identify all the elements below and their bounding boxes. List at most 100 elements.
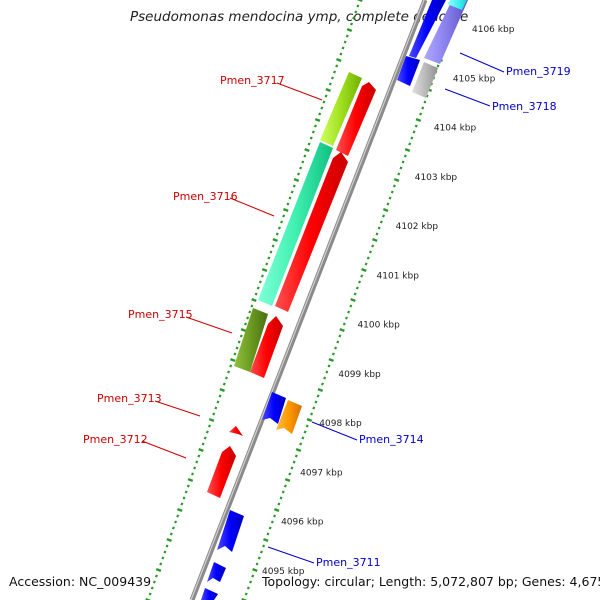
inner-tick	[388, 196, 392, 200]
inner-tick	[295, 447, 302, 453]
scale-label: 4103 kbp	[415, 173, 458, 183]
inner-tick	[259, 550, 263, 554]
cog-bar-pmen-3717	[320, 72, 362, 146]
inner-tick	[277, 502, 281, 506]
inner-tick	[321, 382, 324, 386]
outer-tick	[233, 352, 237, 356]
inner-tick	[323, 376, 327, 380]
gene-label-pmen-3717: Pmen_3717	[220, 74, 285, 87]
leader-pmen-3711	[267, 546, 315, 564]
outer-tick	[208, 417, 215, 423]
inner-tick	[288, 472, 292, 476]
gene-arrow-pmen-3717	[336, 82, 376, 156]
outer-tick	[272, 237, 278, 243]
gene-arrow-pmen-3716	[275, 152, 348, 312]
inner-tick	[366, 256, 370, 260]
cog-bar-pmen-3716	[258, 142, 333, 306]
inner-tick	[251, 574, 255, 578]
outer-tick	[222, 382, 226, 386]
inner-tick	[355, 286, 359, 290]
outer-tick	[145, 597, 151, 600]
outer-tick	[244, 322, 247, 326]
outer-tick	[314, 124, 317, 128]
inner-tick	[328, 357, 334, 363]
outer-tick-ring	[145, 0, 363, 600]
gene-arrow-pmen-3719	[409, 0, 446, 58]
inner-tick	[382, 214, 385, 218]
outer-tick	[322, 100, 326, 104]
gene-label-pmen-3715: Pmen_3715	[128, 308, 193, 321]
outer-tick	[180, 502, 184, 506]
outer-tick	[219, 387, 225, 393]
scale-label: 4106 kbp	[472, 25, 515, 35]
topology-text: Topology: circular; Length: 5,072,807 bp…	[262, 574, 600, 589]
leader-pmen-3719	[459, 52, 505, 73]
inner-tick	[292, 460, 296, 464]
inner-tick	[301, 436, 305, 440]
outer-tick	[171, 526, 175, 530]
inner-tick	[368, 250, 372, 254]
inner-tick	[244, 592, 248, 596]
outer-tick	[166, 537, 172, 543]
inner-tick	[414, 124, 418, 128]
outer-tick	[261, 267, 268, 273]
outer-tick	[235, 346, 239, 350]
gene-arrow-pmen-3709	[201, 588, 218, 600]
outer-tick	[176, 514, 180, 518]
leader-pmen-3718	[444, 88, 491, 107]
outer-tick	[161, 556, 165, 560]
inner-tick	[347, 310, 351, 314]
outer-tick	[330, 76, 334, 80]
inner-tick	[375, 232, 379, 236]
inner-tick	[273, 514, 276, 518]
inner-tick	[246, 586, 250, 590]
forward-gene-labels: Pmen_3719 Pmen_3718 Pmen_3714 Pmen_3711	[316, 65, 571, 569]
outer-tick	[267, 256, 271, 260]
outer-tick	[148, 592, 152, 596]
inner-tick	[386, 202, 390, 206]
outer-tick	[261, 274, 264, 278]
outer-tick	[191, 472, 194, 476]
outer-tick	[352, 16, 356, 20]
inner-tick	[262, 544, 266, 548]
inner-tick	[252, 567, 258, 573]
outer-tick	[339, 52, 343, 56]
scale-labels: 4106 kbp 4105 kbp 4104 kbp 4103 kbp 4102 kbp…	[262, 25, 515, 577]
outer-tick	[150, 586, 154, 590]
scale-label: 4104 kbp	[434, 124, 477, 134]
outer-tick	[155, 574, 158, 578]
inner-tick	[299, 442, 303, 446]
outer-tick	[208, 424, 211, 428]
scale-label: 4097 kbp	[300, 468, 343, 478]
outer-tick	[205, 430, 209, 434]
scale-label: 4098 kbp	[319, 419, 362, 429]
gene-arrow-pmen-3719-b	[397, 56, 420, 86]
cog-bar-pmen-3719	[424, 0, 468, 64]
inner-tick	[371, 244, 375, 248]
outer-tick	[299, 166, 303, 170]
outer-tick	[280, 220, 284, 224]
outer-tick	[248, 310, 252, 314]
gene-label-pmen-3711: Pmen_3711	[316, 556, 381, 569]
inner-tick	[336, 340, 340, 344]
inner-tick	[360, 274, 364, 278]
inner-tick	[403, 154, 407, 158]
outer-tick	[212, 412, 216, 416]
inner-tick	[404, 147, 411, 153]
outer-tick	[297, 172, 300, 176]
outer-tick	[250, 304, 254, 308]
outer-tick	[197, 454, 201, 458]
gene-arrow-pmen-3712	[207, 446, 236, 498]
gene-arrow-pmen-3711	[217, 510, 244, 552]
outer-tick	[159, 562, 163, 566]
outer-tick	[237, 340, 241, 344]
inner-tick	[392, 184, 396, 188]
outer-tick	[165, 544, 169, 548]
inner-tick	[344, 316, 348, 320]
leader-pmen-3712	[141, 440, 187, 459]
inner-tick	[312, 406, 316, 410]
leader-pmen-3715	[185, 316, 233, 334]
inner-tick	[364, 262, 368, 266]
gene-label-pmen-3718: Pmen_3718	[492, 100, 557, 113]
inner-tick	[327, 364, 331, 368]
